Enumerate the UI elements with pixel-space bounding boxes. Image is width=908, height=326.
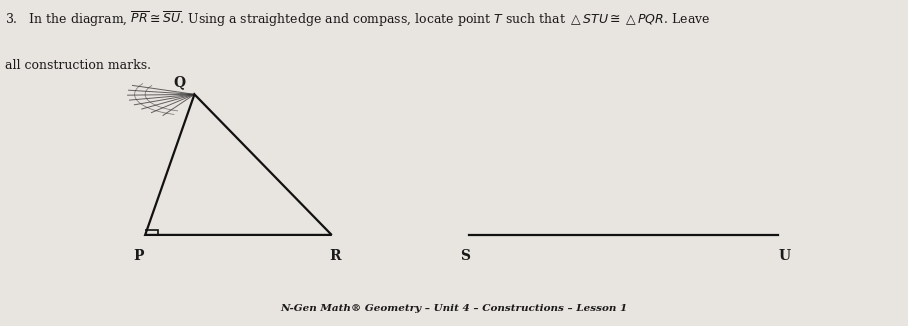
- Text: Q: Q: [173, 75, 185, 89]
- Text: all construction marks.: all construction marks.: [5, 59, 151, 72]
- Text: P: P: [133, 249, 143, 263]
- Text: R: R: [330, 249, 340, 263]
- Text: 3.   In the diagram, $\overline{PR} \cong \overline{SU}$. Using a straightedge a: 3. In the diagram, $\overline{PR} \cong …: [5, 10, 710, 29]
- Text: N-Gen Math® Geometry – Unit 4 – Constructions – Lesson 1: N-Gen Math® Geometry – Unit 4 – Construc…: [281, 304, 627, 313]
- Text: S: S: [460, 249, 470, 263]
- Text: U: U: [778, 249, 790, 263]
